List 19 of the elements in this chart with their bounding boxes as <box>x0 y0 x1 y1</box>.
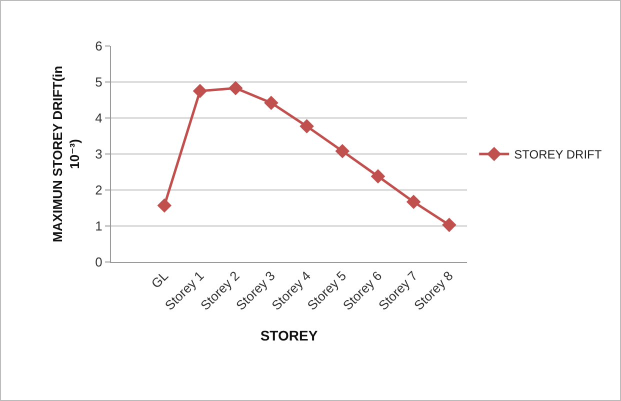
point <box>192 84 208 98</box>
y-tick-label: 2 <box>95 182 102 198</box>
y-tick-label: 0 <box>95 254 102 270</box>
y-axis-title: MAXIMUN STOREY DRIFT(in 10⁻³) <box>50 66 82 242</box>
y-tick-label: 5 <box>95 74 102 90</box>
x-axis-title: STOREY <box>260 327 318 344</box>
y-tick-label: 1 <box>95 218 102 234</box>
legend-label: STOREY DRIFT <box>514 148 602 162</box>
point <box>264 96 278 110</box>
point <box>335 144 350 158</box>
point <box>300 119 314 134</box>
y-tick-label: 4 <box>95 110 102 126</box>
point <box>370 169 386 184</box>
y-tick-label: 6 <box>95 38 102 54</box>
y-tick-label: 3 <box>95 146 102 162</box>
point <box>228 80 243 96</box>
point <box>406 194 421 210</box>
point <box>442 218 456 232</box>
point <box>157 198 172 213</box>
